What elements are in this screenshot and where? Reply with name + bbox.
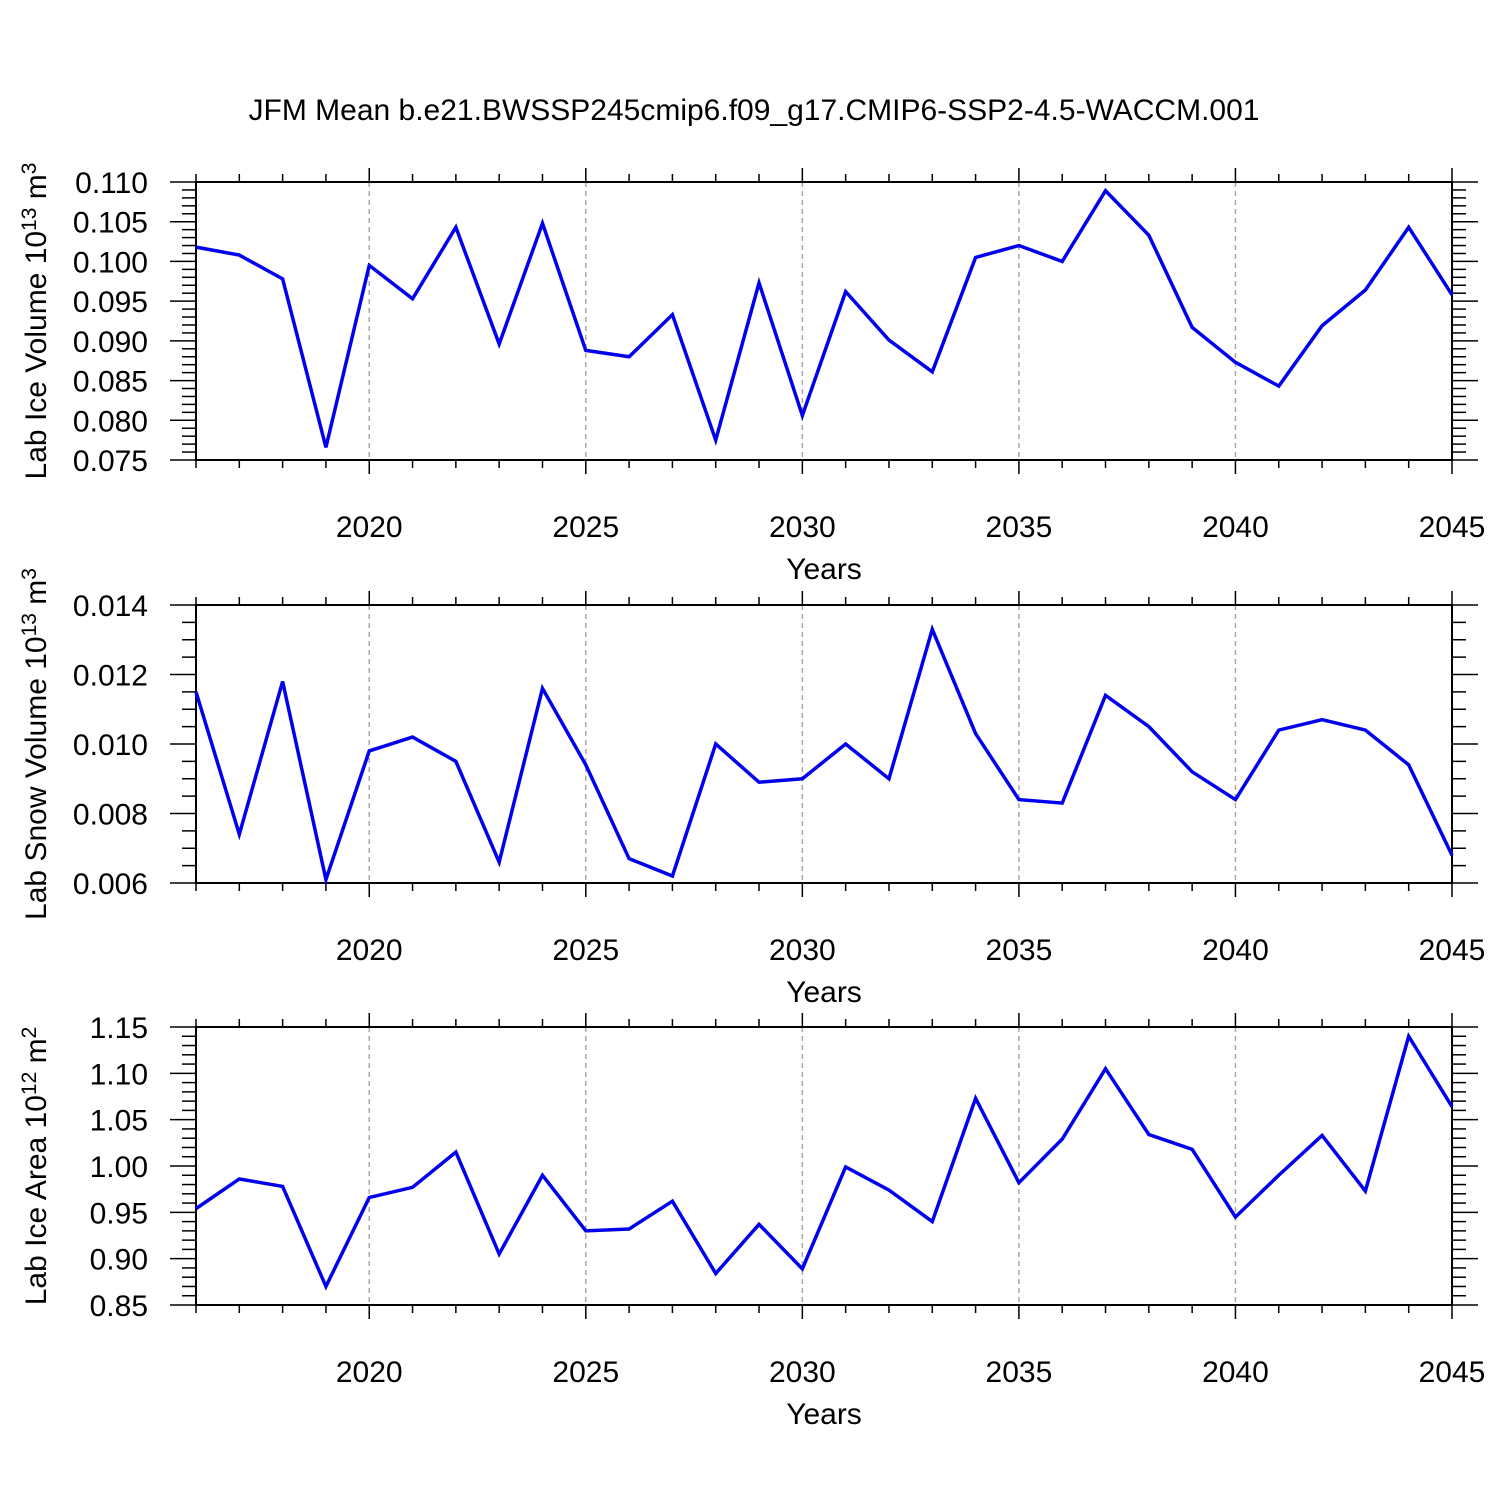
y-tick-label: 0.085 bbox=[73, 366, 148, 399]
y-tick-label: 1.10 bbox=[90, 1058, 148, 1091]
x-tick-label: 2040 bbox=[1202, 511, 1269, 544]
x-tick-label: 2020 bbox=[336, 511, 403, 544]
x-axis-title: Years bbox=[786, 553, 862, 586]
series-line-snow-volume bbox=[194, 624, 1454, 887]
panel-snow-volume: 2020 2025 2030 2035 2040 2045 0.006 0.008 0.010 0… bbox=[18, 568, 1485, 1009]
y-tick-label: 1.00 bbox=[90, 1151, 148, 1184]
x-axis-title: Years bbox=[786, 976, 862, 1009]
x-tick-label: 2040 bbox=[1202, 934, 1269, 967]
x-tick-label: 2045 bbox=[1419, 1356, 1486, 1389]
y-tick-label: 1.15 bbox=[90, 1012, 148, 1045]
x-axis-title: Years bbox=[786, 1398, 862, 1431]
plot-frame bbox=[195, 604, 1453, 884]
series-line-ice-area bbox=[195, 1031, 1454, 1291]
x-tick-label: 2030 bbox=[769, 934, 836, 967]
y-tick-label: 0.110 bbox=[75, 167, 148, 200]
x-tick-label: 2025 bbox=[552, 1356, 619, 1389]
y-tick-label: 0.090 bbox=[73, 326, 148, 359]
x-tick-label: 2035 bbox=[986, 511, 1053, 544]
x-tick-label: 2045 bbox=[1419, 934, 1486, 967]
y-tick-label: 1.05 bbox=[90, 1105, 148, 1138]
y-tick-label: 0.010 bbox=[73, 729, 148, 762]
y-tick-label: 0.095 bbox=[73, 286, 148, 319]
panel-ice-volume: 2020 2025 2030 2035 2040 2045 0.075 0.080 0.085 0… bbox=[18, 163, 1485, 586]
y-tick-label: 0.008 bbox=[73, 799, 148, 832]
x-tick-label: 2025 bbox=[552, 511, 619, 544]
x-tick-label: 2020 bbox=[336, 1356, 403, 1389]
plot-frame bbox=[195, 1026, 1453, 1306]
y-tick-label: 0.85 bbox=[90, 1290, 148, 1323]
x-tick-label: 2040 bbox=[1202, 1356, 1269, 1389]
y-tick-label: 0.90 bbox=[90, 1244, 148, 1277]
y-axis-title: Lab Snow Volume 1013 m3 bbox=[18, 568, 53, 920]
series-line-ice-volume bbox=[195, 187, 1454, 448]
y-tick-label: 0.100 bbox=[73, 246, 148, 279]
y-tick-label: 0.075 bbox=[73, 445, 148, 478]
y-tick-label: 0.012 bbox=[73, 660, 148, 693]
x-tick-label: 2025 bbox=[552, 934, 619, 967]
y-tick-label: 0.006 bbox=[73, 868, 148, 901]
x-tick-label: 2045 bbox=[1419, 511, 1486, 544]
y-tick-label: 0.95 bbox=[90, 1197, 148, 1230]
y-tick-label: 0.014 bbox=[73, 590, 148, 623]
x-tick-label: 2035 bbox=[986, 934, 1053, 967]
y-axis-title: Lab Ice Volume 1013 m3 bbox=[18, 163, 53, 480]
plot-frame bbox=[195, 181, 1453, 461]
figure-title: JFM Mean b.e21.BWSSP245cmip6.f09_g17.CMI… bbox=[249, 94, 1260, 127]
y-tick-label: 0.105 bbox=[73, 207, 148, 240]
x-tick-label: 2030 bbox=[769, 1356, 836, 1389]
x-tick-label: 2020 bbox=[336, 934, 403, 967]
x-tick-label: 2035 bbox=[986, 1356, 1053, 1389]
panel-ice-area: 2020 2025 2030 2035 2040 2045 0.85 0.90 0.95 1.00… bbox=[18, 1012, 1485, 1431]
x-tick-label: 2030 bbox=[769, 511, 836, 544]
y-axis-title: Lab Ice Area 1012 m2 bbox=[18, 1027, 53, 1306]
y-tick-label: 0.080 bbox=[73, 405, 148, 438]
